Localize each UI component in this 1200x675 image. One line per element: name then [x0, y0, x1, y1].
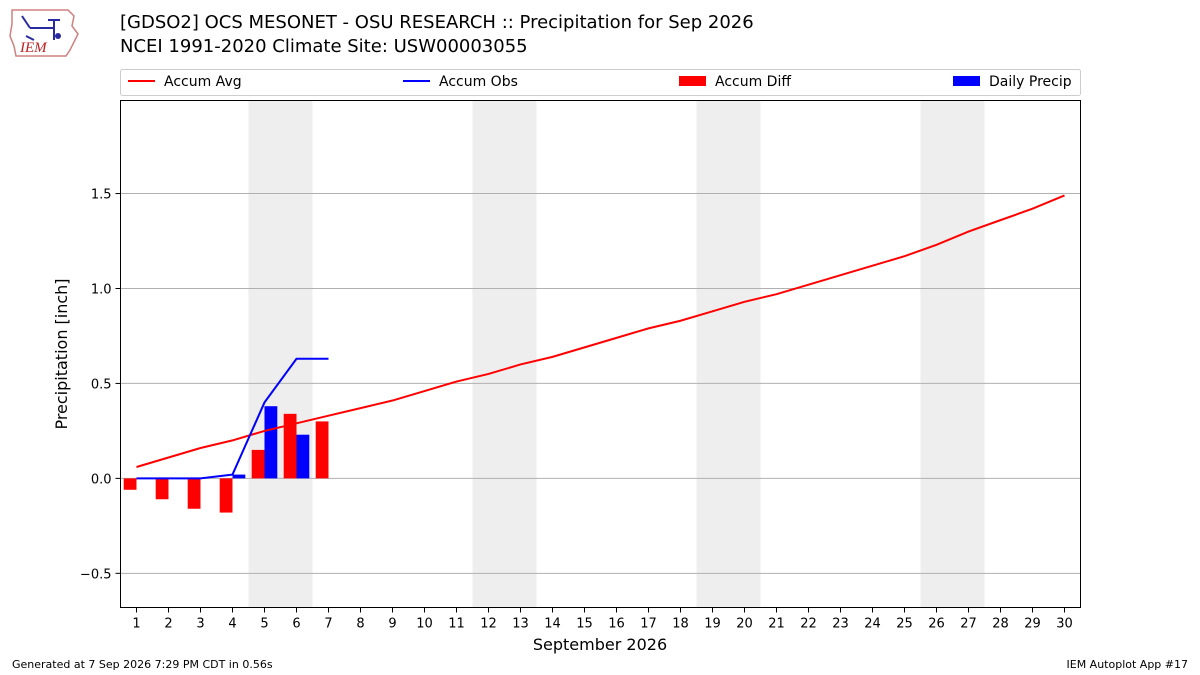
x-tick-label: 29: [1024, 617, 1041, 632]
legend: Accum Avg Accum Obs Accum Diff Daily Precip: [120, 69, 1081, 96]
x-tick-label: 19: [704, 617, 721, 632]
x-tick-label: 26: [928, 617, 945, 632]
y-tick-label: −0.5: [80, 567, 112, 582]
legend-frame: [120, 69, 1081, 96]
accum-diff-bar: [315, 421, 329, 479]
x-tick-label: 11: [448, 617, 465, 632]
x-tick-label: 12: [480, 617, 497, 632]
y-tick-label: 0.0: [91, 472, 112, 487]
x-axis: 1 2 3 4 5 6 7 8 9 10 11 12 13 14 15 16 17 18 19 20 21 22 23 24 2…: [132, 607, 1073, 632]
legend-accum-obs-label: Accum Obs: [439, 74, 518, 90]
plot-frame: [120, 100, 1081, 608]
x-tick-label: 6: [292, 617, 300, 632]
x-tick-label: 20: [736, 617, 753, 632]
x-tick-label: 9: [388, 617, 396, 632]
weekend-band: [920, 100, 985, 608]
chart-title: [GDSO2] OCS MESONET - OSU RESEARCH :: Pr…: [120, 12, 754, 33]
accum-diff-bar: [187, 478, 201, 509]
daily-precip-bar: [264, 406, 278, 479]
accum-diff-bar: [123, 478, 137, 490]
x-tick-label: 2: [164, 617, 172, 632]
logo-text: IEM: [19, 40, 48, 56]
x-tick-label: 27: [960, 617, 977, 632]
y-tick-label: 1.5: [91, 188, 112, 203]
weekend-band: [472, 100, 537, 608]
weekend-band: [696, 100, 761, 608]
x-tick-label: 14: [544, 617, 561, 632]
iem-logo: IEM: [9, 9, 79, 57]
x-tick-label: 24: [864, 617, 881, 632]
x-tick-label: 28: [992, 617, 1009, 632]
weekend-shading: [248, 100, 985, 608]
legend-daily-precip-swatch: [953, 76, 980, 86]
legend-accum-diff-label: Accum Diff: [715, 74, 791, 90]
bar-series: [123, 406, 329, 513]
x-tick-label: 18: [672, 617, 689, 632]
accum-diff-bar: [155, 478, 169, 500]
x-tick-label: 8: [356, 617, 364, 632]
iowa-outline-icon: [9, 9, 79, 57]
x-tick-label: 1: [132, 617, 140, 632]
weekend-band: [248, 100, 313, 608]
x-tick-label: 23: [832, 617, 849, 632]
x-tick-label: 25: [896, 617, 913, 632]
x-tick-label: 16: [608, 617, 625, 632]
x-axis-label: September 2026: [533, 635, 667, 654]
chart-subtitle: NCEI 1991-2020 Climate Site: USW00003055: [120, 36, 528, 57]
weather-station-icon: [21, 15, 60, 41]
x-tick-label: 10: [416, 617, 433, 632]
x-tick-label: 21: [768, 617, 785, 632]
x-tick-label: 7: [324, 617, 332, 632]
daily-precip-bar: [296, 434, 310, 479]
x-tick-label: 3: [196, 617, 204, 632]
legend-accum-diff-swatch: [679, 76, 706, 86]
app-id: IEM Autoplot App #17: [1066, 658, 1189, 671]
legend-accum-avg-label: Accum Avg: [164, 74, 242, 90]
x-tick-label: 17: [640, 617, 657, 632]
x-tick-label: 15: [576, 617, 593, 632]
y-axis-label: Precipitation [inch]: [52, 278, 71, 429]
accum-avg-line: [136, 194, 1065, 468]
x-tick-label: 30: [1056, 617, 1073, 632]
x-tick-label: 4: [228, 617, 236, 632]
x-tick-label: 13: [512, 617, 529, 632]
x-tick-label: 22: [800, 617, 817, 632]
legend-daily-precip-label: Daily Precip: [989, 74, 1072, 90]
line-series: [136, 194, 1065, 480]
x-tick-label: 5: [260, 617, 268, 632]
accum-diff-bar: [219, 478, 233, 513]
y-tick-label: 1.0: [91, 282, 112, 297]
accum-obs-line: [136, 357, 329, 480]
grid-lines: [120, 193, 1081, 574]
accum-diff-bar: [251, 449, 265, 479]
accum-diff-bar: [283, 413, 297, 479]
generated-timestamp: Generated at 7 Sep 2026 7:29 PM CDT in 0…: [12, 658, 273, 671]
y-tick-label: 0.5: [91, 377, 112, 392]
daily-precip-bar: [232, 474, 246, 479]
y-axis: −0.5 0.0 0.5 1.0 1.5: [80, 188, 121, 582]
